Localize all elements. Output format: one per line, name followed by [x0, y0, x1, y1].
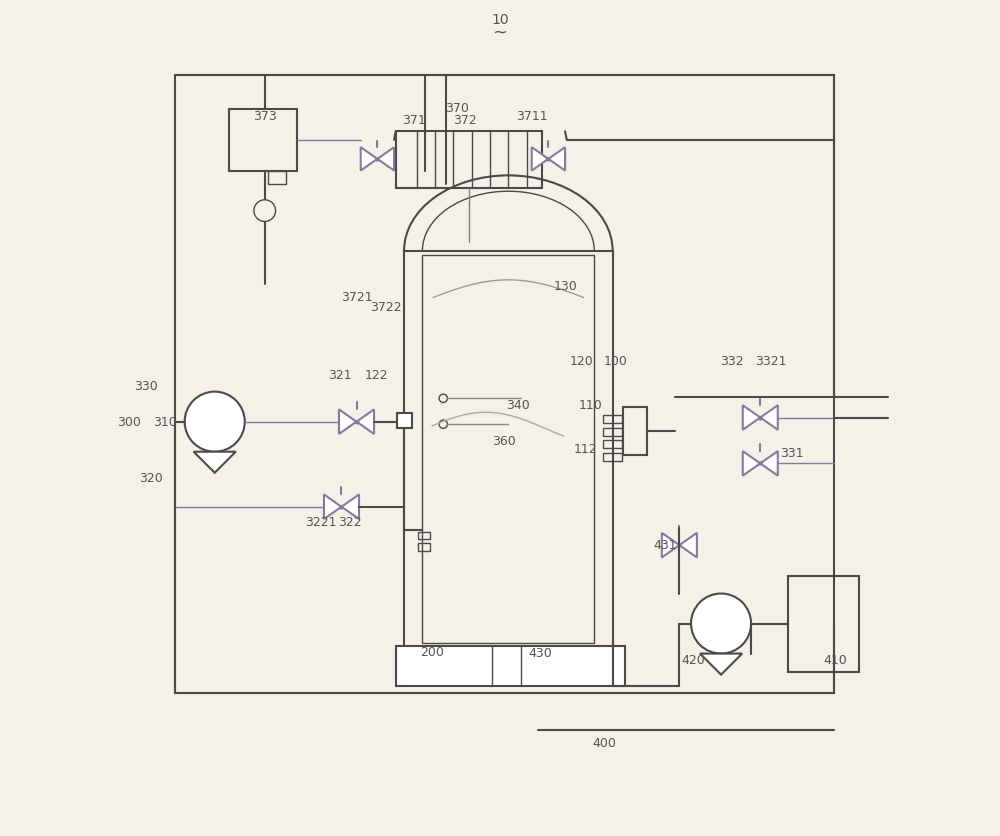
Text: 3711: 3711: [516, 110, 548, 123]
Text: 310: 310: [153, 415, 177, 429]
Text: 122: 122: [365, 368, 388, 381]
Text: 321: 321: [328, 368, 352, 381]
Bar: [418, 543, 430, 551]
Text: 400: 400: [592, 737, 616, 749]
Polygon shape: [194, 452, 236, 473]
Polygon shape: [357, 410, 374, 435]
Bar: [418, 533, 430, 540]
Text: 300: 300: [117, 415, 141, 429]
Text: 322: 322: [338, 516, 362, 528]
Text: 372: 372: [453, 114, 477, 127]
Text: 431: 431: [653, 538, 677, 551]
Polygon shape: [548, 148, 565, 171]
Polygon shape: [532, 148, 548, 171]
Bar: [404, 252, 613, 647]
Bar: [603, 415, 622, 424]
Text: 410: 410: [823, 653, 847, 666]
Polygon shape: [377, 148, 394, 171]
Bar: [603, 428, 622, 436]
Circle shape: [185, 392, 245, 452]
Polygon shape: [760, 405, 778, 431]
Text: 110: 110: [578, 399, 602, 412]
Polygon shape: [679, 533, 697, 558]
Text: 3321: 3321: [755, 354, 787, 368]
Text: 373: 373: [253, 110, 277, 123]
Text: 330: 330: [134, 380, 157, 393]
Text: 331: 331: [780, 446, 804, 460]
Bar: [603, 441, 622, 449]
Bar: [268, 172, 286, 185]
Text: 3721: 3721: [341, 291, 372, 303]
Polygon shape: [743, 451, 760, 476]
Text: 420: 420: [682, 653, 705, 666]
Text: 340: 340: [506, 399, 530, 412]
Polygon shape: [324, 495, 341, 519]
Text: 371: 371: [402, 114, 426, 127]
Bar: [397, 414, 412, 429]
Bar: [623, 407, 647, 456]
Text: 370: 370: [445, 101, 469, 115]
Bar: [396, 646, 625, 686]
Bar: [788, 576, 859, 672]
Text: 130: 130: [553, 280, 577, 293]
Text: 332: 332: [720, 354, 744, 368]
Polygon shape: [743, 405, 760, 431]
Bar: [396, 132, 542, 189]
Text: 320: 320: [139, 472, 163, 485]
Text: 10: 10: [491, 13, 509, 27]
Polygon shape: [339, 410, 357, 435]
Bar: [603, 453, 622, 461]
Text: 430: 430: [528, 646, 552, 660]
Text: 120: 120: [570, 354, 594, 368]
Polygon shape: [662, 533, 679, 558]
Text: 200: 200: [420, 645, 444, 658]
Text: 3722: 3722: [370, 301, 402, 314]
Text: 3221: 3221: [305, 516, 336, 528]
Text: 360: 360: [492, 435, 516, 448]
Circle shape: [691, 594, 751, 654]
Polygon shape: [361, 148, 377, 171]
Text: 100: 100: [603, 354, 627, 368]
Polygon shape: [760, 451, 778, 476]
Bar: [229, 110, 297, 172]
Bar: [175, 76, 834, 693]
Text: ~: ~: [492, 23, 508, 41]
Bar: [422, 256, 594, 643]
Polygon shape: [700, 654, 742, 675]
Polygon shape: [341, 495, 359, 519]
Text: 112: 112: [574, 442, 598, 456]
